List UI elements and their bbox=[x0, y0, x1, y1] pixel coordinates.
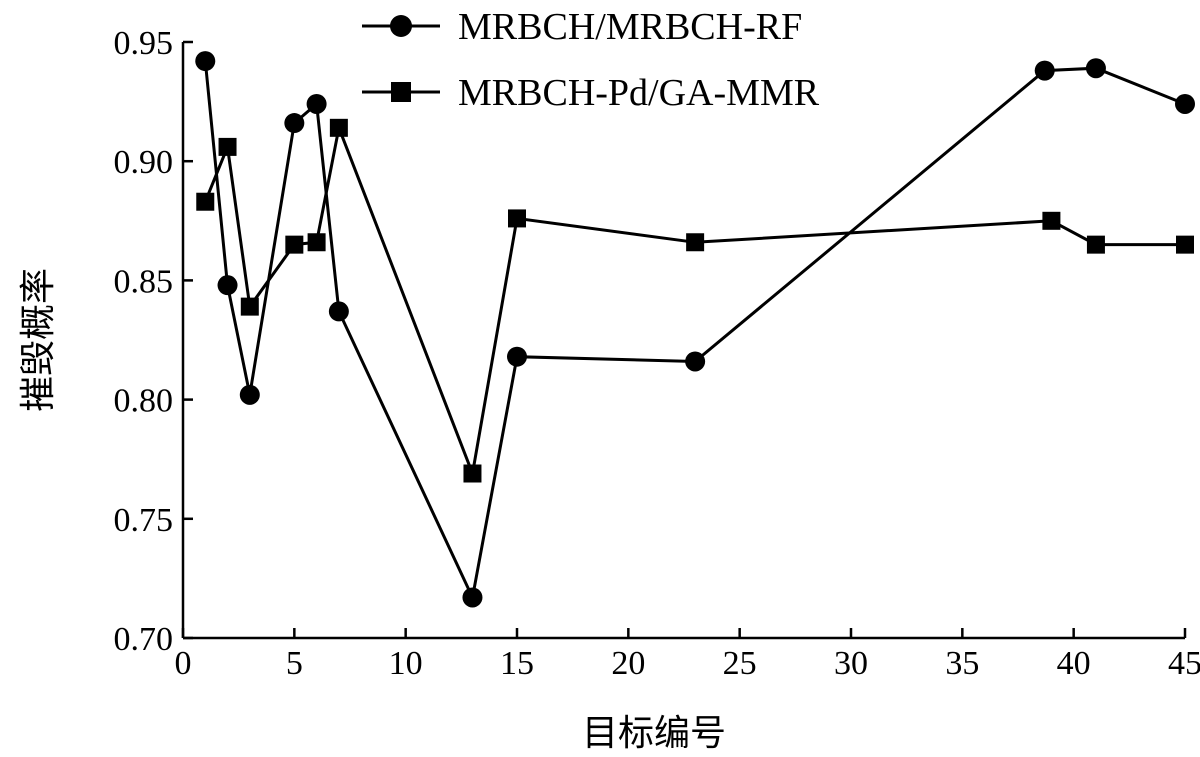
data-point-square bbox=[285, 235, 304, 254]
x-tick-label: 10 bbox=[389, 645, 423, 682]
y-axis-title: 摧毁概率 bbox=[18, 268, 59, 412]
data-point-square bbox=[686, 233, 705, 252]
legend-label-mrbch-pd: MRBCH-Pd/GA-MMR bbox=[458, 72, 820, 114]
data-point-circle bbox=[685, 351, 706, 372]
y-tick-label: 0.90 bbox=[114, 144, 174, 181]
x-tick-label: 30 bbox=[834, 645, 868, 682]
legend: MRBCH/MRBCH-RF MRBCH-Pd/GA-MMR bbox=[362, 6, 820, 114]
data-point-circle bbox=[284, 113, 305, 134]
y-tick-label: 0.95 bbox=[114, 25, 174, 62]
data-point-square bbox=[508, 209, 526, 228]
legend-item-mrbch-pd: MRBCH-Pd/GA-MMR bbox=[362, 72, 820, 114]
y-tick-label: 0.70 bbox=[114, 621, 174, 658]
data-point-circle bbox=[328, 301, 349, 322]
data-point-square bbox=[240, 297, 259, 316]
legend-item-mrbch: MRBCH/MRBCH-RF bbox=[362, 6, 802, 48]
x-ticks: 0 5 10 15 20 25 30 35 40 45 bbox=[175, 628, 1200, 682]
data-point-circle bbox=[239, 384, 260, 405]
data-point-circle bbox=[217, 275, 238, 296]
x-tick-label: 5 bbox=[286, 645, 303, 682]
series-0 bbox=[195, 51, 1195, 608]
y-tick-label: 0.75 bbox=[114, 502, 174, 539]
series-line bbox=[203, 122, 1185, 480]
axes: 0 5 10 15 20 25 30 35 40 45 0.700.750.800.850.900… bbox=[114, 25, 1200, 682]
legend-marker-square bbox=[391, 82, 411, 102]
data-point-circle bbox=[462, 587, 483, 608]
series-1 bbox=[196, 118, 1194, 483]
x-axis-title: 目标编号 bbox=[582, 713, 726, 754]
data-point-circle bbox=[306, 93, 327, 114]
x-tick-label: 15 bbox=[500, 645, 534, 682]
data-point-square bbox=[196, 192, 215, 211]
data-point-square bbox=[329, 118, 348, 137]
data-point-circle bbox=[1085, 58, 1106, 79]
y-tick-label: 0.85 bbox=[114, 263, 174, 300]
x-tick-label: 45 bbox=[1168, 645, 1200, 682]
legend-label-mrbch: MRBCH/MRBCH-RF bbox=[458, 6, 802, 48]
legend-marker-circle bbox=[390, 15, 412, 37]
data-point-square bbox=[463, 464, 482, 483]
y-ticks: 0.70 0.75 0.80 0.85 0.90 0.95 bbox=[114, 25, 193, 658]
x-tick-label: 35 bbox=[945, 645, 979, 682]
data-point-square bbox=[218, 137, 237, 156]
data-point-square bbox=[1042, 211, 1061, 230]
data-point-square bbox=[307, 233, 326, 252]
series-line bbox=[203, 60, 1186, 603]
data-point-square bbox=[1176, 235, 1194, 254]
data-point-circle bbox=[507, 346, 527, 367]
data-point-square bbox=[1086, 235, 1105, 254]
data-point-circle bbox=[195, 51, 216, 72]
series-group bbox=[195, 51, 1195, 608]
x-tick-label: 20 bbox=[611, 645, 645, 682]
data-point-circle bbox=[1175, 93, 1195, 114]
data-point-circle bbox=[1034, 60, 1055, 81]
x-tick-label: 0 bbox=[175, 645, 192, 682]
y-tick-label: 0.80 bbox=[114, 383, 174, 420]
x-tick-label: 25 bbox=[723, 645, 757, 682]
x-tick-label: 40 bbox=[1057, 645, 1091, 682]
